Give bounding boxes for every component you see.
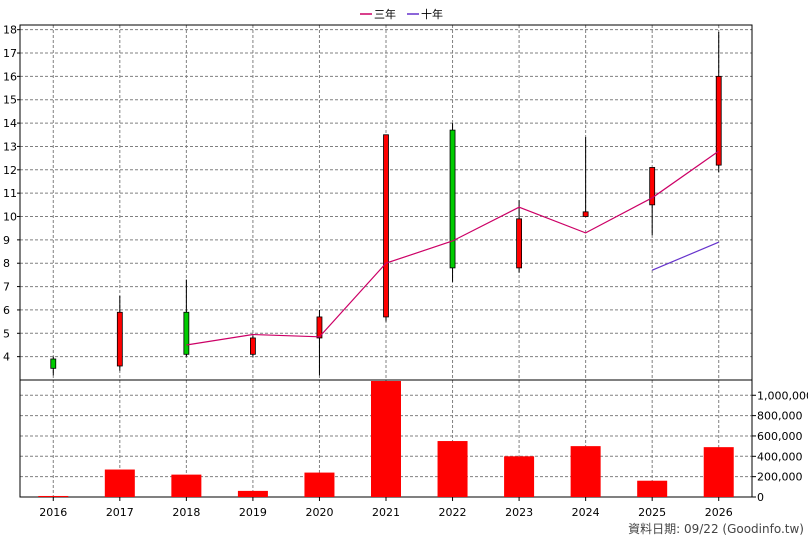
volume-y-tick-label: 200,000 [757, 471, 803, 484]
candle-body [116, 311, 123, 367]
volume-bar [104, 469, 135, 497]
candle-body [383, 134, 389, 318]
price-y-tick-label: 13 [3, 140, 17, 153]
volume-y-tick-label: 400,000 [757, 450, 803, 463]
volume-y-tick-label: 800,000 [757, 410, 803, 423]
x-tick-label: 2018 [172, 506, 200, 519]
x-tick-label: 2024 [572, 506, 600, 519]
price-y-tick-label: 17 [3, 47, 17, 60]
volume-bar [437, 441, 468, 497]
x-tick-label: 2025 [638, 506, 666, 519]
volume-bar [171, 474, 202, 497]
price-y-tick-label: 18 [3, 24, 17, 37]
x-tick-label: 2019 [239, 506, 267, 519]
volume-y-tick-label: 1,000,000 [757, 389, 808, 402]
volume-bar [637, 480, 668, 497]
candle-body [250, 337, 256, 355]
price-y-tick-label: 4 [3, 351, 10, 364]
x-tick-label: 2020 [305, 506, 333, 519]
price-y-tick-label: 10 [3, 211, 17, 224]
price-y-tick-label: 7 [3, 281, 10, 294]
price-y-tick-label: 16 [3, 70, 17, 83]
candle-body [316, 316, 323, 339]
candle-body [715, 75, 722, 166]
series-line-ten-year [651, 241, 719, 271]
price-y-tick-label: 9 [3, 234, 10, 247]
volume-bar [237, 490, 268, 497]
volume-bar [304, 472, 335, 497]
legend-label: 十年 [421, 7, 443, 21]
candle-body [50, 358, 57, 369]
price-y-tick-label: 15 [3, 94, 17, 107]
x-tick-label: 2021 [372, 506, 400, 519]
volume-bar [504, 456, 535, 497]
x-tick-label: 2017 [106, 506, 134, 519]
price-y-tick-label: 11 [3, 187, 17, 200]
volume-bar [38, 495, 69, 497]
legend-label: 三年 [374, 7, 396, 21]
candle-body [516, 218, 522, 269]
candle-body [183, 311, 190, 355]
candle-body [449, 129, 456, 269]
candle-body [649, 167, 656, 206]
series-line-three-year [186, 150, 720, 346]
volume-bar [703, 447, 734, 497]
candle-body [582, 211, 589, 217]
x-tick-label: 2023 [505, 506, 533, 519]
price-y-tick-label: 6 [3, 304, 10, 317]
price-y-tick-label: 12 [3, 164, 17, 177]
volume-y-tick-label: 0 [757, 491, 764, 504]
price-y-tick-label: 5 [3, 327, 10, 340]
x-tick-label: 2022 [439, 506, 467, 519]
volume-y-tick-label: 600,000 [757, 430, 803, 443]
price-y-tick-label: 14 [3, 117, 17, 130]
x-tick-label: 2016 [39, 506, 67, 519]
price-y-tick-label: 8 [3, 257, 10, 270]
volume-bar [570, 446, 601, 497]
x-tick-label: 2026 [705, 506, 733, 519]
volume-bar [371, 381, 401, 497]
data-date-footnote: 資料日期: 09/22 (Goodinfo.tw) [628, 522, 804, 536]
